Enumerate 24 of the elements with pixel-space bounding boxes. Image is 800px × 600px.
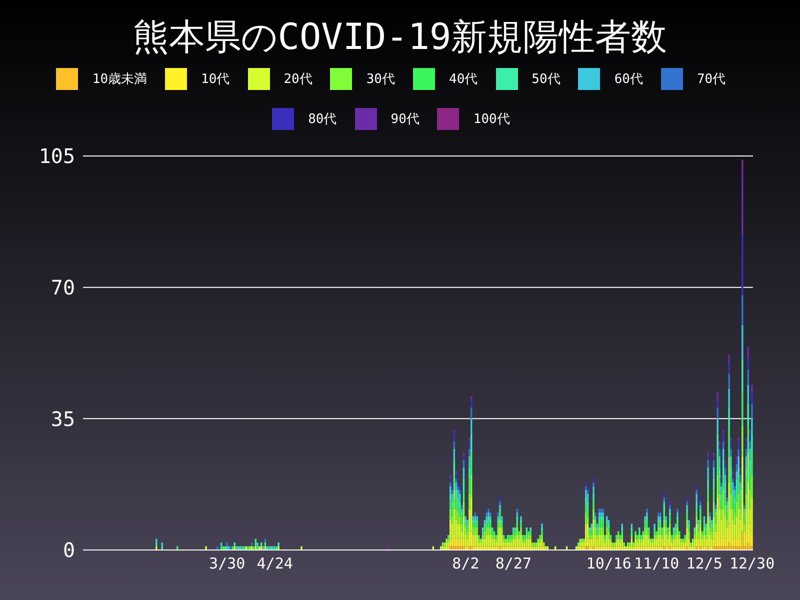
legend-label: 30代 — [366, 72, 395, 87]
legend-label: 60代 — [614, 72, 643, 87]
x-tick-label: 12/30 — [729, 554, 775, 573]
x-tick-label: 8/2 — [452, 554, 480, 573]
legend-label: 50代 — [532, 72, 560, 87]
x-tick-label: 10/16 — [586, 554, 632, 573]
y-tick-label: 105 — [38, 144, 75, 168]
chart-title: 熊本県のCOVID-19新規陽性者数 — [132, 16, 668, 60]
x-tick-label: 11/10 — [634, 554, 680, 573]
y-tick-label: 70 — [50, 275, 75, 300]
legend-label: 80代 — [308, 112, 337, 127]
y-tick-label: 0 — [62, 538, 75, 562]
legend-label: 90代 — [390, 112, 420, 127]
legend-label: 10代 — [201, 72, 230, 87]
x-tick-label: 3/30 — [209, 554, 246, 573]
legend-label: 40代 — [449, 72, 478, 87]
legend-label: 100代 — [473, 112, 510, 127]
x-tick-label: 4/24 — [256, 554, 293, 573]
legend-label: 20代 — [284, 72, 312, 87]
y-tick-label: 35 — [50, 406, 75, 431]
x-tick-label: 12/5 — [686, 554, 722, 573]
legend-label: 10歳未満 — [92, 72, 148, 87]
legend-label: 70代 — [696, 72, 726, 87]
x-tick-label: 8/27 — [495, 554, 532, 573]
